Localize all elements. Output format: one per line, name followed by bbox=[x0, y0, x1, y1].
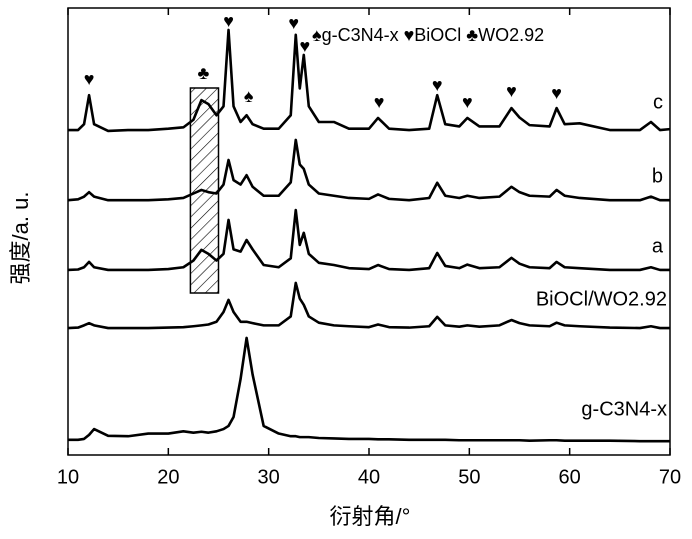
legend-text: ♠g-C3N4-x ♥BiOCl ♣WO2.92 bbox=[312, 25, 544, 45]
peak-marker: ♥ bbox=[462, 92, 473, 112]
x-axis-title: 衍射角/° bbox=[330, 504, 411, 529]
page: {"chart_data": { "type": "line", "xlabel… bbox=[0, 0, 692, 539]
series-label: c bbox=[653, 91, 663, 113]
series-line bbox=[68, 30, 670, 131]
y-axis-title: 强度/a. u. bbox=[8, 192, 33, 285]
peak-marker: ♥ bbox=[551, 83, 562, 103]
x-tick-label: 60 bbox=[559, 466, 581, 488]
x-tick-label: 70 bbox=[659, 466, 681, 488]
series-line bbox=[68, 338, 670, 441]
peak-marker: ♥ bbox=[288, 13, 299, 33]
series-label: b bbox=[652, 165, 663, 187]
series-line bbox=[68, 210, 670, 270]
peak-marker: ♥ bbox=[506, 81, 517, 101]
peak-marker: ♥ bbox=[84, 69, 95, 89]
x-tick-label: 40 bbox=[358, 466, 380, 488]
peak-marker: ♥ bbox=[374, 92, 385, 112]
x-tick-label: 30 bbox=[258, 466, 280, 488]
peak-marker: ♠ bbox=[244, 86, 254, 106]
chart: 衍射角/° 强度/a. u. ♠g-C3N4-x ♥BiOCl ♣WO2.92 … bbox=[0, 0, 692, 539]
x-tick-label: 20 bbox=[157, 466, 179, 488]
series-label: g-C3N4-x bbox=[581, 398, 667, 420]
series-label: BiOCl/WO2.92 bbox=[536, 288, 667, 310]
series-label: a bbox=[652, 235, 664, 257]
x-tick-label: 50 bbox=[458, 466, 480, 488]
peak-marker: ♥ bbox=[432, 75, 443, 95]
x-tick-label: 10 bbox=[57, 466, 79, 488]
series-line bbox=[68, 140, 670, 200]
peak-marker: ♥ bbox=[223, 11, 234, 31]
plot-frame bbox=[68, 8, 670, 455]
peak-marker: ♥ bbox=[299, 36, 310, 56]
peak-marker: ♣ bbox=[198, 63, 210, 83]
